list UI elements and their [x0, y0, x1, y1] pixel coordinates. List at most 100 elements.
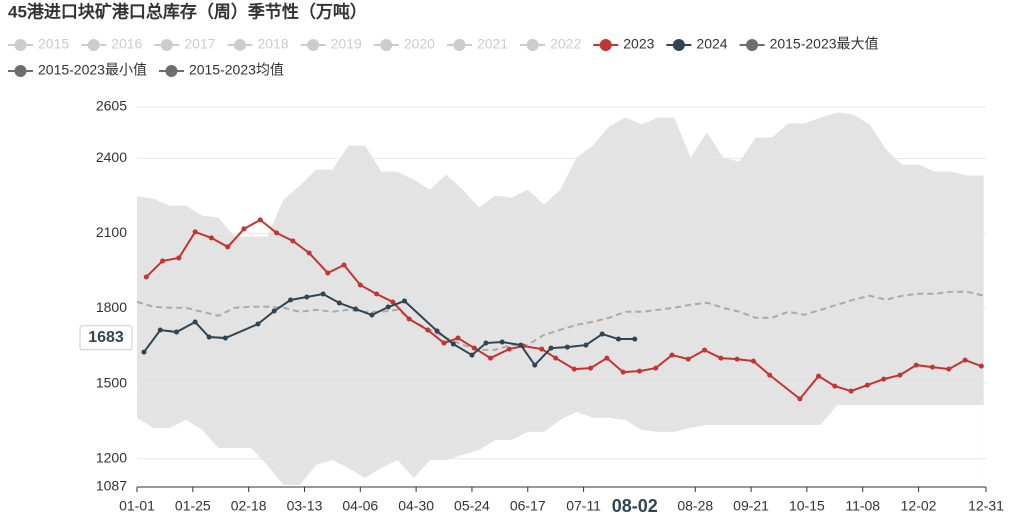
legend-item[interactable]: 2022 — [520, 36, 581, 52]
data-point — [206, 334, 212, 340]
legend-icon — [746, 39, 759, 51]
data-point — [225, 244, 231, 250]
legend-icon — [87, 39, 100, 51]
x-tick-label: 05-24 — [454, 498, 490, 514]
legend-item[interactable]: 2017 — [154, 36, 216, 52]
x-tick-label: 02-18 — [231, 498, 267, 514]
y-tick-label: 2605 — [96, 98, 127, 114]
legend-item[interactable]: 2015-2023最大值 — [739, 36, 879, 52]
data-point — [946, 366, 952, 372]
x-tick-label: 10-15 — [789, 498, 825, 514]
data-point — [320, 291, 326, 297]
data-point — [962, 357, 968, 363]
legend-label: 2015-2023均值 — [189, 62, 284, 78]
data-point — [257, 217, 263, 223]
data-point — [620, 369, 626, 375]
legend-label: 2017 — [184, 36, 215, 52]
pointer-y-box — [79, 325, 133, 351]
x-tick-label: 07-11 — [566, 498, 601, 514]
data-point — [718, 355, 724, 361]
data-point — [532, 362, 538, 368]
data-point — [469, 352, 475, 358]
data-point — [832, 383, 838, 389]
data-point — [304, 294, 310, 300]
legend-icon — [599, 39, 612, 51]
data-point — [325, 270, 331, 276]
x-tick-label: 08-28 — [677, 498, 713, 514]
data-point — [548, 345, 554, 351]
data-point — [897, 372, 903, 378]
data-point — [174, 329, 180, 335]
legend-label: 2023 — [623, 36, 654, 52]
legend-item[interactable]: 2024 — [666, 36, 728, 52]
data-point — [564, 344, 570, 350]
legend-label: 2016 — [111, 36, 142, 52]
data-point — [222, 335, 228, 341]
legend-label: 2015 — [38, 36, 69, 52]
data-point — [143, 274, 149, 280]
data-point — [553, 355, 559, 361]
legend-icon — [307, 39, 320, 51]
data-point — [483, 340, 489, 346]
data-point — [290, 238, 296, 244]
data-point — [615, 336, 621, 342]
legend-item[interactable]: 2015-2023最小值 — [8, 62, 147, 78]
legend-item[interactable]: 2016 — [81, 36, 143, 52]
x-tick-label: 01-25 — [175, 498, 211, 514]
legend-icon — [14, 65, 27, 77]
legend-item[interactable]: 2018 — [227, 36, 289, 52]
data-point — [306, 250, 312, 256]
x-tick-label: 04-06 — [342, 498, 378, 514]
legend-item[interactable]: 2019 — [300, 36, 362, 52]
legend-item[interactable]: 2015-2023均值 — [158, 62, 284, 78]
data-point — [881, 376, 887, 382]
x-tick-label: 06-17 — [510, 498, 546, 514]
x-tick-label: 04-30 — [398, 498, 434, 514]
legend-label: 2022 — [550, 36, 581, 52]
data-point — [588, 365, 594, 371]
legend-icon — [165, 65, 178, 77]
legend-item[interactable]: 2020 — [373, 36, 435, 52]
legend-item[interactable]: 2023 — [593, 36, 655, 52]
data-point — [336, 300, 342, 306]
data-point — [353, 306, 359, 312]
data-point — [441, 340, 447, 346]
legend-label: 2018 — [257, 36, 288, 52]
data-point — [192, 229, 198, 235]
legend-label: 2021 — [477, 36, 508, 52]
data-point — [930, 364, 936, 370]
data-point — [734, 356, 740, 362]
data-point — [385, 304, 391, 310]
data-point — [539, 346, 545, 352]
data-point — [632, 336, 638, 342]
data-point — [406, 316, 412, 322]
data-point — [767, 372, 773, 378]
chart-title: 45港进口块矿港口总库存（周）季节性（万吨） — [8, 1, 367, 21]
data-point — [518, 342, 524, 348]
data-point — [271, 308, 277, 314]
legend-item[interactable]: 2015 — [8, 36, 69, 52]
legend-label: 2019 — [331, 36, 362, 52]
data-point — [341, 262, 347, 268]
legend-item[interactable]: 2021 — [446, 36, 508, 52]
legend-label: 2015-2023最大值 — [770, 36, 879, 52]
data-point — [450, 341, 456, 347]
data-point — [604, 355, 610, 361]
data-point — [288, 297, 294, 303]
legend-icon — [160, 39, 173, 51]
data-point — [499, 339, 505, 345]
data-point — [141, 349, 147, 355]
data-point — [702, 347, 708, 353]
data-point — [816, 373, 822, 379]
data-point — [160, 258, 166, 264]
data-point — [241, 226, 247, 232]
y-tick-label: 1500 — [96, 374, 127, 390]
legend-label: 2015-2023最小值 — [38, 62, 147, 78]
data-point — [157, 327, 163, 333]
pointer-x-label: 08-02 — [612, 496, 658, 516]
data-point — [176, 255, 182, 261]
data-point — [506, 346, 512, 352]
x-tick-label: 03-13 — [287, 498, 323, 514]
legend-label: 2020 — [404, 36, 435, 52]
